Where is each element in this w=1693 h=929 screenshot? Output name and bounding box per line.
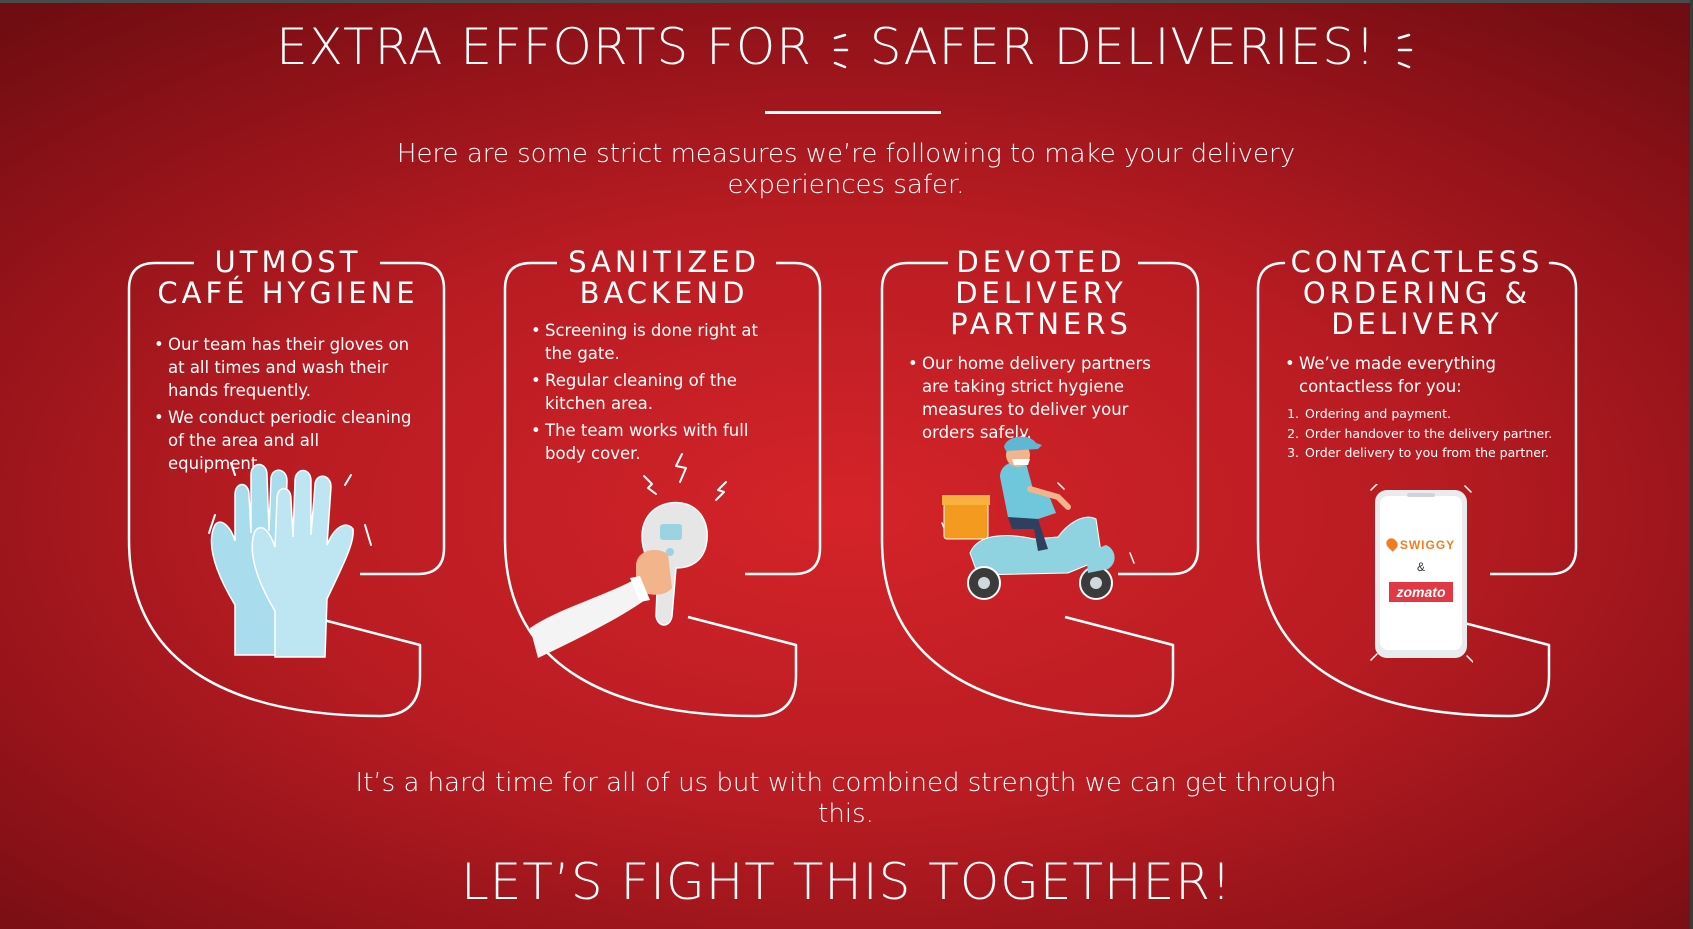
- title-divider: [765, 111, 941, 114]
- list-item: Regular cleaning of the kitchen area.: [531, 369, 781, 415]
- sparkle-icon: [833, 33, 849, 68]
- gloves-icon: [208, 462, 372, 658]
- card-title-hygiene: UTMOST CAFÉ HYGIENE: [157, 245, 419, 310]
- page-title: EXTRA EFFORTS FOR SAFER DELIVERIES!: [0, 18, 1693, 76]
- card-body-contactless: We’ve made everything contactless for yo…: [1285, 352, 1570, 463]
- list-item: The team works with full body cover.: [531, 419, 781, 465]
- list-item: Our team has their gloves on at all time…: [154, 333, 414, 402]
- card-body-hygiene: Our team has their gloves on at all time…: [154, 333, 414, 479]
- ampersand-text: &: [1416, 560, 1425, 574]
- thermometer-icon: [530, 453, 727, 658]
- phone-icon: SWIGGY & zomato: [1369, 484, 1473, 664]
- list-item: Our home delivery partners are taking st…: [908, 352, 1178, 444]
- title-part-2: SAFER DELIVERIES!: [869, 18, 1377, 76]
- sparkle-icon: [1397, 33, 1413, 68]
- list-item: We conduct periodic cleaning of the area…: [154, 406, 414, 475]
- phone-frame: [1370, 484, 1473, 663]
- steps-list: Ordering and payment. Order handover to …: [1285, 404, 1570, 463]
- list-item: Screening is done right at the gate.: [531, 319, 781, 365]
- zomato-logo: zomato: [1389, 582, 1453, 602]
- card-body-partners: Our home delivery partners are taking st…: [908, 352, 1178, 448]
- swiggy-pin-icon: [1384, 536, 1400, 552]
- swiggy-logo: SWIGGY: [1383, 536, 1459, 552]
- top-border: [0, 0, 1693, 3]
- delivery-scooter-icon: [941, 434, 1135, 600]
- footer-message: It’s a hard time for all of us but with …: [355, 768, 1337, 829]
- page-subtitle: Here are some strict measures we’re foll…: [396, 139, 1296, 200]
- list-item: We’ve made everything contactless for yo…: [1285, 352, 1570, 398]
- card-title-contactless: CONTACTLESS ORDERING & DELIVERY: [1290, 245, 1544, 341]
- title-part-1: EXTRA EFFORTS FOR: [276, 18, 812, 76]
- list-item: Order handover to the delivery partner.: [1303, 424, 1570, 444]
- card-body-backend: Screening is done right at the gate. Reg…: [531, 319, 781, 469]
- list-item: Order delivery to you from the partner.: [1303, 443, 1570, 463]
- footer-tagline: LET’S FIGHT THIS TOGETHER!: [460, 853, 1233, 911]
- card-title-partners: DEVOTED DELIVERY PARTNERS: [950, 245, 1132, 341]
- list-item: Ordering and payment.: [1303, 404, 1570, 424]
- right-border: [1690, 0, 1693, 929]
- card-title-backend: SANITIZED BACKEND: [568, 245, 760, 310]
